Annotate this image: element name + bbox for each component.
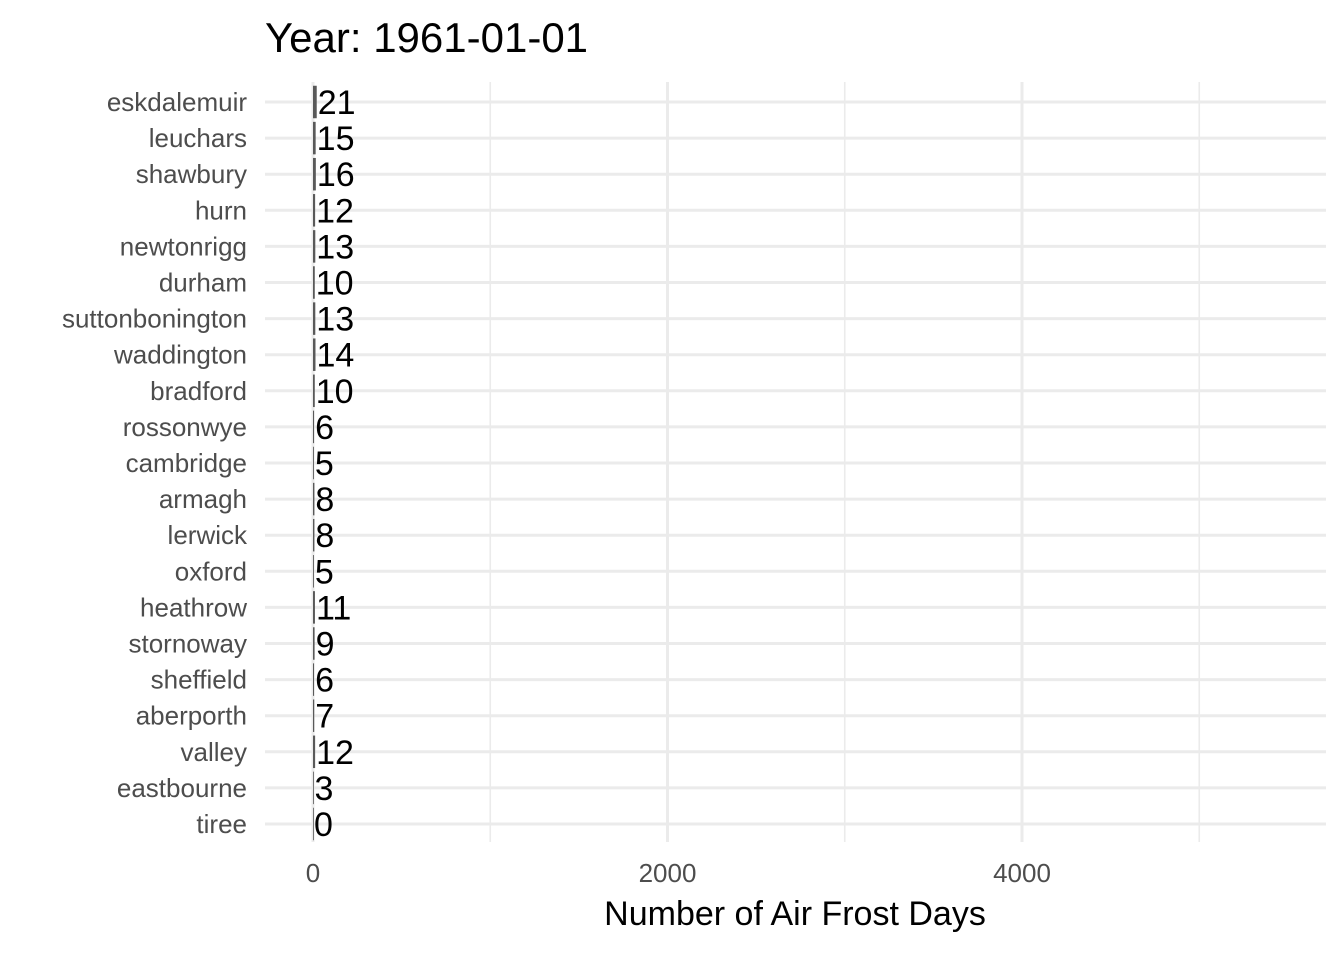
category-label-sheffield: sheffield	[151, 665, 247, 695]
bar-armagh	[313, 482, 315, 516]
value-label-armagh: 8	[315, 481, 334, 519]
category-label-eastbourne: eastbourne	[117, 773, 247, 803]
x-tick-label: 2000	[639, 858, 697, 888]
value-label-stornoway: 9	[316, 626, 335, 664]
category-label-suttonbonington: suttonbonington	[62, 304, 247, 334]
gridlines	[265, 82, 1326, 842]
bar-eskdalemuir	[313, 85, 317, 119]
bar-leuchars	[313, 121, 316, 155]
value-label-newtonrigg: 13	[316, 228, 354, 266]
value-label-shawbury: 16	[317, 156, 355, 194]
bar-newtonrigg	[313, 230, 316, 263]
value-label-durham: 10	[316, 265, 354, 303]
value-label-heathrow: 11	[316, 589, 351, 627]
bar-valley	[313, 735, 316, 769]
value-label-eskdalemuir: 21	[318, 84, 356, 122]
category-label-cambridge: cambridge	[126, 448, 247, 478]
bar-waddington	[313, 338, 316, 371]
bar-hurn	[313, 194, 316, 227]
x-tick-labels: 0 2000 4000	[306, 858, 1051, 888]
value-label-lerwick: 8	[315, 517, 334, 555]
bar-oxford	[313, 555, 314, 588]
category-label-stornoway: stornoway	[129, 629, 248, 659]
value-label-rossonwye: 6	[315, 409, 334, 447]
category-label-heathrow: heathrow	[140, 592, 247, 622]
value-label-aberporth: 7	[315, 698, 334, 736]
category-label-valley: valley	[181, 737, 247, 767]
value-label-suttonbonington: 13	[316, 301, 354, 339]
x-axis-title: Number of Air Frost Days	[604, 895, 986, 933]
category-label-bradford: bradford	[150, 376, 247, 406]
bar-suttonbonington	[313, 302, 316, 335]
category-label-hurn: hurn	[195, 195, 247, 225]
value-label-sheffield: 6	[315, 662, 334, 700]
value-label-bradford: 10	[316, 373, 354, 411]
category-label-newtonrigg: newtonrigg	[120, 231, 247, 261]
value-label-hurn: 12	[316, 192, 354, 230]
category-label-oxford: oxford	[175, 556, 247, 586]
bar-stornoway	[313, 627, 315, 660]
bar-durham	[313, 266, 315, 299]
bar-lerwick	[313, 518, 315, 552]
category-label-waddington: waddington	[113, 340, 247, 370]
category-label-eskdalemuir: eskdalemuir	[107, 87, 248, 117]
bar-tiree	[313, 807, 314, 841]
category-labels: eskdalemuir leuchars shawbury hurn newtonrig…	[62, 87, 248, 839]
bars	[313, 85, 317, 841]
x-tick-label: 0	[306, 858, 320, 888]
bar-sheffield	[313, 663, 315, 696]
value-label-tiree: 0	[314, 806, 333, 844]
bar-eastbourne	[313, 771, 314, 805]
bar-shawbury	[313, 157, 316, 191]
category-label-shawbury: shawbury	[136, 159, 247, 189]
x-tick-label: 4000	[993, 858, 1051, 888]
bar-aberporth	[313, 699, 315, 732]
bar-heathrow	[313, 591, 315, 624]
bar-cambridge	[313, 446, 314, 480]
value-label-eastbourne: 3	[315, 770, 334, 808]
category-label-armagh: armagh	[159, 484, 247, 514]
category-label-durham: durham	[159, 268, 247, 298]
category-label-tiree: tiree	[196, 809, 247, 839]
category-label-aberporth: aberporth	[136, 701, 247, 731]
bar-bradford	[313, 374, 315, 408]
category-label-lerwick: lerwick	[168, 520, 248, 550]
category-label-leuchars: leuchars	[149, 123, 247, 153]
chart-title: Year: 1961-01-01	[265, 14, 588, 61]
value-label-cambridge: 5	[315, 445, 334, 483]
bar-rossonwye	[313, 410, 315, 444]
category-label-rossonwye: rossonwye	[123, 412, 247, 442]
value-label-waddington: 14	[316, 337, 354, 375]
value-label-oxford: 5	[315, 553, 334, 591]
value-label-valley: 12	[316, 734, 354, 772]
value-label-leuchars: 15	[317, 120, 355, 158]
